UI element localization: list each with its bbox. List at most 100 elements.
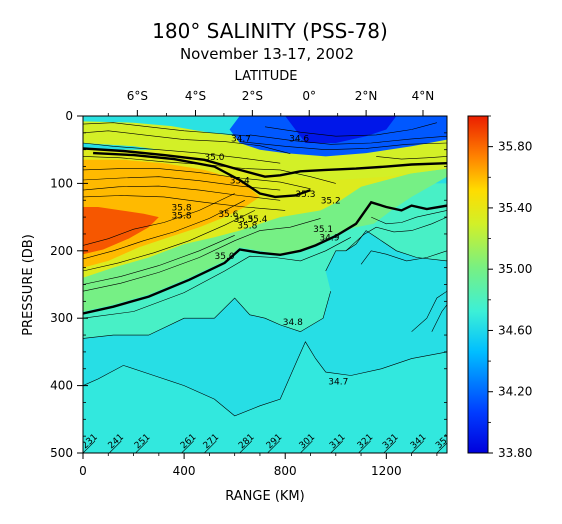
colorbar-tick-label: 35.00: [498, 262, 532, 276]
station-tick: [204, 440, 217, 453]
contour-line: [345, 216, 447, 252]
x-tick-label: 1200: [371, 464, 402, 478]
contour-label: 34.7: [231, 135, 251, 145]
field-warm-max: [83, 207, 159, 255]
colorbar-fill: [468, 116, 488, 453]
colorbar-ticks: 35.80 35.40 35.00 34.60 34.20 33.80: [488, 115, 532, 460]
station-tick: [411, 440, 424, 453]
station-tick: [267, 440, 280, 453]
contour-line: [83, 341, 447, 417]
contour-label: 34.6: [289, 135, 309, 145]
station-tick: [300, 440, 313, 453]
contour-label: 35.4: [247, 215, 267, 225]
latitude-tick-label: 2°S: [242, 89, 263, 103]
latitude-tick-label: 6°S: [127, 89, 148, 103]
contour-labels: 34.7 34.635.035.435.335.235.835.8 35.635.5…: [172, 135, 349, 388]
contour-line: [83, 130, 291, 154]
colorbar: 35.80 35.40 35.00 34.60 34.20 33.80: [467, 115, 532, 460]
latitude-tick-label: 4°S: [185, 89, 206, 103]
chart-title: 180° SALINITY (PSS-78): [152, 19, 388, 43]
contour-line: [325, 230, 447, 272]
station-tick: [358, 440, 371, 453]
station-tick: [181, 440, 194, 453]
x-tick-label: 800: [274, 464, 297, 478]
contour-line: [83, 235, 235, 285]
contour-line: [83, 237, 352, 319]
contour-line: [371, 210, 447, 225]
contour-line: [239, 141, 447, 151]
contour-label: 35.0: [215, 252, 235, 262]
field-surface-cyan: [83, 116, 265, 137]
latitude-tick-label: 2°N: [355, 89, 378, 103]
station-tick: [83, 440, 96, 453]
contour-label: 35.8: [172, 203, 192, 213]
contour-label: 34.8: [283, 318, 303, 328]
contour-heavy-35: [83, 200, 447, 315]
contour-heavy-35.5: [93, 151, 311, 199]
station-tick: [109, 440, 122, 453]
contour-line: [264, 122, 437, 137]
field-deep: [83, 341, 447, 453]
contour-line: [83, 291, 331, 339]
y-tick-label: 100: [50, 176, 73, 190]
contour-line: [83, 210, 256, 272]
contour-label: 35.3: [295, 190, 315, 200]
x-axis-label: RANGE (KM): [225, 489, 304, 504]
contour-label: 35.8: [172, 211, 192, 221]
contour-line: [83, 218, 321, 292]
y-tick-label: 300: [50, 311, 73, 325]
latitude-axis-label: LATITUDE: [235, 69, 298, 84]
contour-label: 35.1: [313, 225, 333, 235]
contour-line: [83, 122, 250, 137]
heavy-contours: [83, 147, 447, 315]
y-axis-label: PRESSURE (DB): [21, 234, 36, 336]
contour-label: 35.2: [321, 197, 341, 207]
contour-line: [411, 290, 447, 332]
station-tick: [383, 440, 397, 453]
colorbar-tick-label: 34.60: [498, 323, 532, 337]
contour-line: [431, 304, 447, 332]
field-fresh-core: [285, 116, 397, 143]
colorbar-tick-label: 35.40: [498, 201, 532, 215]
x-tick-label: 400: [173, 464, 196, 478]
y-tick-label: 0: [65, 109, 73, 123]
station-tick: [239, 440, 252, 453]
left-axis: 0 100 200 300 400 500: [50, 109, 447, 460]
contour-line: [83, 176, 281, 191]
contour-line: [376, 156, 447, 160]
colorbar-frame: [467, 115, 489, 454]
contour-label: 35.5: [233, 215, 253, 225]
colorbar-tick-label: 35.80: [498, 140, 532, 154]
colorbar-tick-label: 33.80: [498, 446, 532, 460]
latitude-tick-label: 4°N: [412, 89, 435, 103]
station-tick: [135, 440, 148, 453]
contour-line: [83, 168, 311, 190]
plot-area: 34.7 34.635.035.435.335.235.835.8 35.635.5…: [83, 116, 467, 453]
bottom-axis: 0 400 800 1200: [79, 453, 438, 478]
contour-heavy-34.6: [83, 147, 447, 178]
y-tick-label: 200: [50, 244, 73, 258]
contour-lines: [83, 122, 447, 417]
latitude-tick-label: 0°: [302, 89, 316, 103]
contour-label: 35.0: [204, 153, 224, 163]
contour-label: 35.8: [237, 222, 257, 232]
chart-subtitle: November 13-17, 2002: [180, 45, 354, 63]
contour-line: [360, 250, 447, 265]
y-tick-label: 500: [50, 446, 73, 460]
contour-label: 34.7: [328, 377, 348, 387]
colorbar-tick-label: 34.20: [498, 385, 532, 399]
contour-line: [83, 200, 245, 260]
contour-label: 35.6: [218, 210, 238, 220]
y-tick-label: 400: [50, 379, 73, 393]
contour-line: [83, 195, 286, 211]
contour-line: [249, 134, 447, 145]
contour-label: 34.9: [319, 234, 339, 244]
station-tick: [330, 440, 343, 453]
contour-line: [83, 185, 281, 201]
contour-line: [83, 142, 281, 164]
station-tick: [455, 441, 467, 453]
contour-line: [83, 193, 235, 246]
contour-label: 35.4: [230, 176, 250, 186]
x-tick-label: 0: [79, 464, 87, 478]
